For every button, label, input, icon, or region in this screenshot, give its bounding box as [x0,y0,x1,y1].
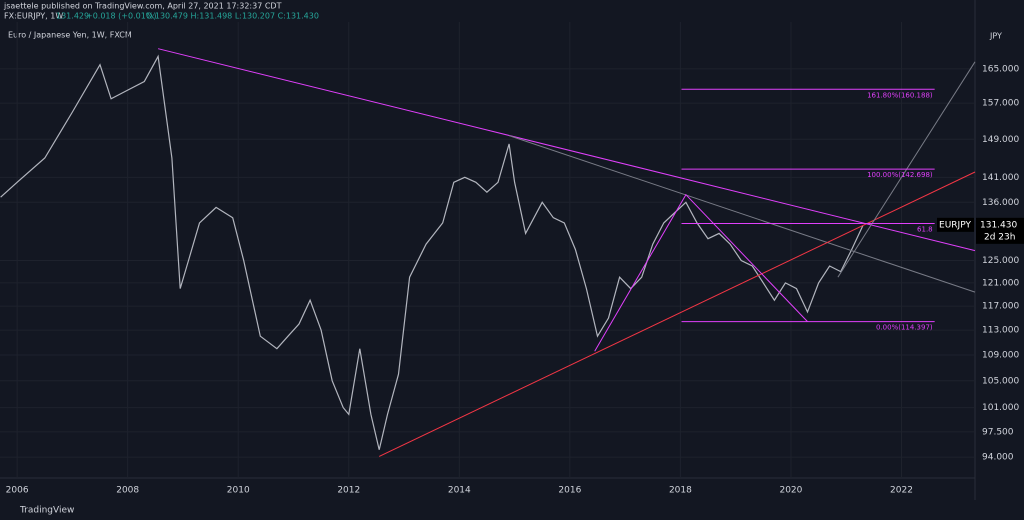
x-tick-label: 2012 [337,486,360,496]
ticker: EURJPY [939,220,971,230]
y-tick-label: 121.000 [982,278,1019,288]
trendline [508,135,976,293]
y-tick-label: 101.000 [982,403,1019,413]
currency: JPY [989,32,1002,41]
x-tick-label: 2016 [558,486,581,496]
y-tick-label: 136.000 [982,198,1019,208]
x-tick-label: 2014 [448,486,471,496]
x-tick-label: 2006 [6,486,29,496]
x-tick-label: 2010 [227,486,250,496]
fib-label: 61.8 [917,225,933,233]
trendline [594,193,808,352]
ohlc: O:130.479 H:131.498 L:130.207 C:131.430 [146,12,319,21]
fib-label: 100.00%(142.698) [867,171,933,179]
legend: Euro / Japanese Yen, 1W, FXCM [8,31,132,40]
trendline [157,48,976,252]
fib-label: 161.80%(160.188) [867,91,933,99]
countdown: 2d 23h [984,232,1015,242]
trendline [378,171,976,457]
y-tick-label: 141.000 [982,173,1019,183]
y-tick-label: 105.000 [982,376,1019,386]
y-tick-label: 97.500 [982,427,1014,437]
ticker-box [937,217,974,232]
price-box [976,217,1024,244]
y-tick-label: 157.000 [982,99,1019,109]
footer: TradingView [19,506,74,516]
price-label: 131.430 [980,220,1017,230]
y-tick-label: 149.000 [982,135,1019,145]
footer-bar [0,500,1024,520]
x-tick-label: 2008 [116,486,139,496]
y-tick-label: 113.000 [982,326,1019,336]
y-tick-label: 117.000 [982,302,1019,312]
symbol: FX:EURJPY, 1W [4,12,63,21]
y-tick-label: 125.000 [982,256,1019,266]
fib-label: 0.00%(114.397) [876,324,933,332]
last-price: 131.429 [56,12,89,21]
price-line [0,54,864,450]
x-tick-label: 2018 [669,486,692,496]
y-tick-label: 109.000 [982,350,1019,360]
x-tick-label: 2022 [890,486,913,496]
publisher: jsaettele published on TradingView.com, … [3,2,282,11]
x-tick-label: 2020 [779,486,802,496]
change: +0.018 (+0.01%) [86,12,157,21]
y-tick-label: 94.000 [982,453,1014,463]
y-tick-label: 165.000 [982,64,1019,74]
